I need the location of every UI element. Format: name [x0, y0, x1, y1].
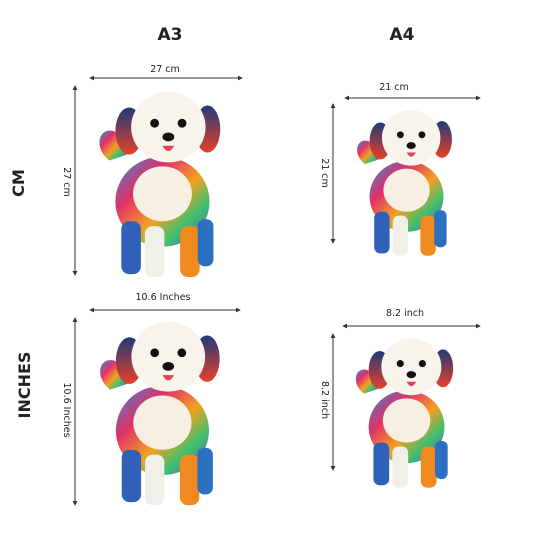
width-label: 8.2 inch	[386, 308, 424, 319]
width-label: 10.6 Inches	[135, 292, 190, 303]
height-label: 27 cm	[61, 167, 72, 197]
width-label: 27 cm	[150, 64, 180, 75]
height-label: 10.6 Inches	[61, 382, 72, 437]
height-label: 21 cm	[319, 158, 330, 188]
row-header: INCHES	[15, 352, 34, 419]
height-label: 8.2 inch	[319, 381, 330, 419]
column-header: A3	[158, 25, 183, 45]
width-label: 21 cm	[379, 82, 409, 93]
dog-image	[357, 110, 452, 256]
row-header: CM	[9, 169, 28, 197]
column-header: A4	[390, 25, 415, 45]
dog-image	[355, 338, 454, 488]
dog-image	[99, 91, 221, 278]
dog-image	[100, 321, 220, 506]
